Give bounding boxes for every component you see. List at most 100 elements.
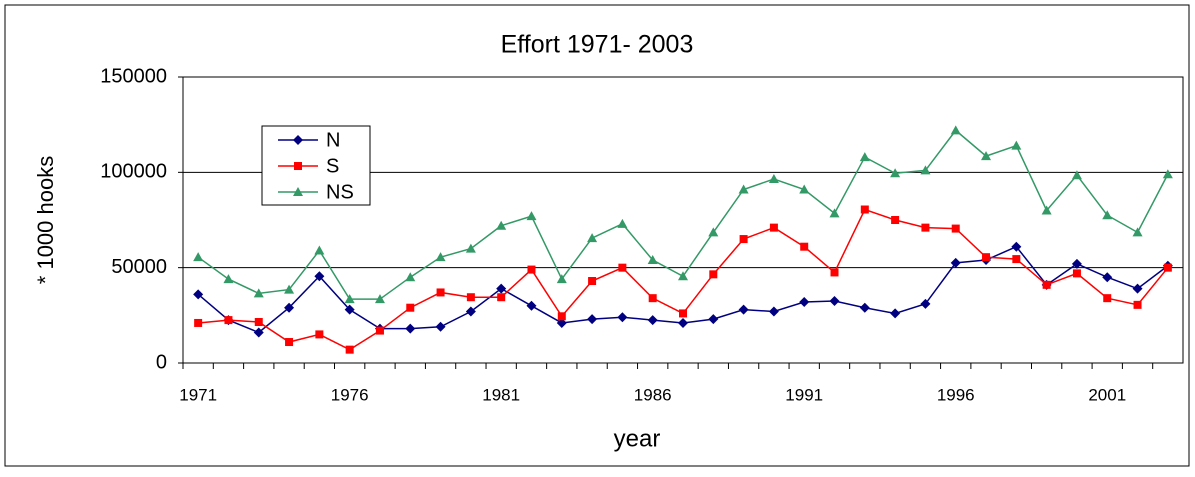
marker bbox=[617, 218, 628, 228]
marker bbox=[315, 330, 324, 339]
legend: NS NS bbox=[261, 125, 371, 206]
marker bbox=[1011, 241, 1022, 252]
marker bbox=[253, 288, 264, 298]
marker bbox=[1012, 255, 1021, 264]
marker bbox=[708, 314, 719, 325]
marker bbox=[678, 317, 688, 328]
marker bbox=[708, 227, 719, 237]
marker bbox=[556, 317, 567, 328]
marker bbox=[253, 327, 264, 338]
marker bbox=[314, 245, 325, 255]
marker bbox=[891, 216, 900, 224]
marker bbox=[588, 277, 597, 286]
marker bbox=[709, 270, 718, 279]
marker bbox=[738, 184, 749, 194]
marker bbox=[526, 300, 537, 311]
marker bbox=[1132, 283, 1143, 294]
marker bbox=[982, 253, 991, 262]
marker bbox=[193, 252, 204, 262]
marker bbox=[406, 303, 415, 312]
marker bbox=[1102, 210, 1113, 220]
chart-title: Effort 1971- 2003 bbox=[501, 31, 694, 59]
y-axis-label: * 1000 hooks bbox=[33, 156, 58, 284]
marker bbox=[768, 174, 779, 184]
marker bbox=[1042, 280, 1051, 289]
marker bbox=[617, 312, 628, 323]
x-tick-label: 2001 bbox=[1088, 385, 1126, 404]
marker bbox=[374, 294, 385, 304]
marker bbox=[950, 257, 961, 268]
marker bbox=[1133, 300, 1142, 309]
marker bbox=[526, 211, 537, 221]
marker bbox=[1132, 227, 1143, 237]
marker bbox=[647, 315, 658, 326]
marker bbox=[405, 272, 416, 282]
marker bbox=[890, 168, 901, 178]
marker bbox=[800, 242, 809, 251]
marker bbox=[557, 312, 566, 321]
marker bbox=[405, 323, 416, 334]
marker bbox=[647, 255, 658, 265]
legend-marker bbox=[294, 162, 302, 170]
legend-marker bbox=[293, 135, 303, 145]
marker bbox=[193, 289, 204, 300]
marker bbox=[1103, 294, 1112, 303]
marker bbox=[285, 338, 294, 347]
marker bbox=[830, 268, 839, 277]
marker bbox=[314, 271, 325, 282]
marker bbox=[739, 235, 748, 244]
marker bbox=[859, 302, 870, 313]
marker bbox=[1072, 269, 1081, 278]
marker bbox=[1011, 140, 1022, 150]
marker bbox=[799, 184, 810, 194]
marker bbox=[768, 306, 779, 317]
marker bbox=[860, 205, 869, 214]
marker bbox=[920, 298, 931, 309]
y-tick-label: 150000 bbox=[100, 65, 167, 87]
marker bbox=[587, 314, 598, 325]
marker bbox=[345, 345, 354, 354]
marker bbox=[587, 233, 598, 243]
marker bbox=[344, 304, 355, 315]
marker bbox=[859, 152, 870, 162]
marker bbox=[890, 308, 901, 319]
x-tick-label: 1981 bbox=[482, 385, 520, 404]
marker bbox=[254, 318, 263, 327]
marker bbox=[1041, 205, 1052, 215]
marker bbox=[678, 271, 688, 281]
marker bbox=[435, 321, 446, 332]
marker bbox=[1071, 258, 1082, 269]
marker bbox=[465, 243, 476, 253]
marker bbox=[738, 304, 749, 315]
marker bbox=[496, 220, 507, 230]
marker bbox=[648, 294, 657, 303]
x-tick-label: 1991 bbox=[785, 385, 823, 404]
marker bbox=[829, 208, 840, 218]
marker bbox=[496, 283, 507, 294]
legend-label: S bbox=[326, 155, 339, 177]
x-axis-label: year bbox=[614, 425, 661, 452]
marker bbox=[950, 125, 961, 135]
marker bbox=[375, 326, 384, 335]
marker bbox=[829, 296, 840, 307]
marker bbox=[769, 223, 778, 232]
marker bbox=[224, 316, 233, 325]
marker bbox=[194, 318, 203, 327]
marker bbox=[618, 263, 627, 272]
legend-label: N bbox=[326, 129, 340, 151]
x-tick-label: 1976 bbox=[331, 385, 369, 404]
marker bbox=[1102, 272, 1113, 283]
marker bbox=[679, 309, 687, 318]
marker bbox=[223, 274, 234, 284]
marker bbox=[344, 294, 355, 304]
marker bbox=[921, 223, 930, 232]
marker bbox=[799, 296, 810, 307]
x-tick-label: 1996 bbox=[937, 385, 975, 404]
marker bbox=[1071, 170, 1082, 180]
legend-label: NS bbox=[326, 181, 354, 203]
marker bbox=[435, 252, 446, 262]
marker bbox=[284, 284, 295, 294]
marker bbox=[920, 165, 931, 175]
x-tick-label: 1986 bbox=[634, 385, 672, 404]
